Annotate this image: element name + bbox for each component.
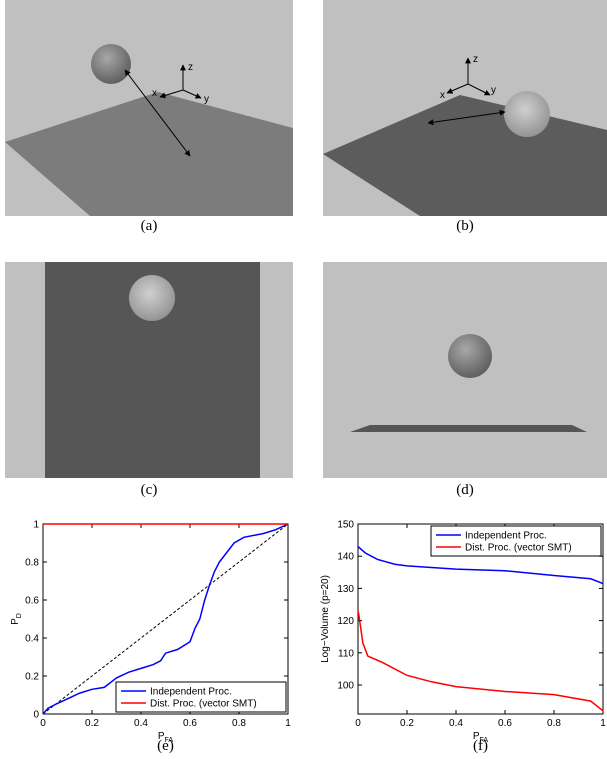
- x-tick-label: 0.2: [400, 718, 414, 729]
- figure: z x y (a) z x y (b) (c) (d) 0 0.2 0.4 0.6 0.…: [0, 0, 607, 759]
- x-tick-label: 0.6: [183, 718, 197, 729]
- y-tick-label: 100: [337, 681, 354, 692]
- y-tick-label: 0: [33, 710, 39, 721]
- x-tick-label: 0.8: [547, 718, 561, 729]
- axis-letter: z: [473, 54, 478, 65]
- x-tick-label: 0.8: [232, 718, 246, 729]
- charts: 0 0.2 0.4 0.6 0.8 1 0 0.2 0.4 0.6 0.8 1 Independent …: [10, 520, 606, 755]
- caption: (b): [456, 218, 474, 234]
- x-tick-label: 0: [355, 718, 361, 729]
- y-axis-label-sub: D: [16, 613, 23, 618]
- axis-letter: y: [491, 85, 496, 96]
- x-tick-label: 1: [285, 718, 291, 729]
- y-tick-label: 120: [337, 616, 354, 627]
- y-tick-label: 130: [337, 584, 354, 595]
- legend-label: Independent Proc.: [465, 531, 547, 542]
- caption: (c): [141, 482, 158, 498]
- y-tick-label: 140: [337, 552, 354, 563]
- panel-a: z x y (a): [5, 0, 293, 234]
- caption: (a): [141, 218, 158, 234]
- legend-label: Independent Proc.: [150, 687, 232, 698]
- axis-letter: z: [188, 62, 193, 73]
- x-tick-label: 0: [40, 718, 46, 729]
- y-axis-label: PD: [10, 613, 23, 625]
- caption: (d): [456, 482, 474, 498]
- y-axis-label: Log−Volume (p=20): [320, 575, 331, 663]
- panel-d: (d): [323, 262, 607, 498]
- x-tick-label: 0.4: [449, 718, 463, 729]
- y-tick-label: 150: [337, 520, 354, 531]
- x-tick-label: 0.6: [498, 718, 512, 729]
- panel-c: (c): [5, 262, 293, 498]
- legend-label: Dist. Proc. (vector SMT): [465, 543, 572, 554]
- y-tick-label: 1: [33, 520, 39, 531]
- caption: (f): [473, 738, 488, 754]
- y-tick-label: 0.2: [25, 672, 39, 683]
- axis-letter: y: [204, 94, 209, 105]
- caption: (e): [157, 738, 174, 754]
- legend-label: Dist. Proc. (vector SMT): [150, 699, 257, 710]
- panel-b: z x y (b): [323, 0, 607, 234]
- y-axis-label-main: Log−Volume (p=20): [320, 575, 331, 663]
- x-tick-label: 1: [600, 718, 606, 729]
- axis-letter: x: [152, 88, 157, 99]
- y-tick-label: 0.6: [25, 596, 39, 607]
- x-tick-label: 0.4: [134, 718, 148, 729]
- y-tick-label: 110: [338, 648, 354, 659]
- y-tick-label: 0.8: [25, 558, 39, 569]
- y-tick-label: 0.4: [25, 634, 39, 645]
- axis-letter: x: [440, 90, 445, 101]
- x-tick-label: 0.2: [85, 718, 99, 729]
